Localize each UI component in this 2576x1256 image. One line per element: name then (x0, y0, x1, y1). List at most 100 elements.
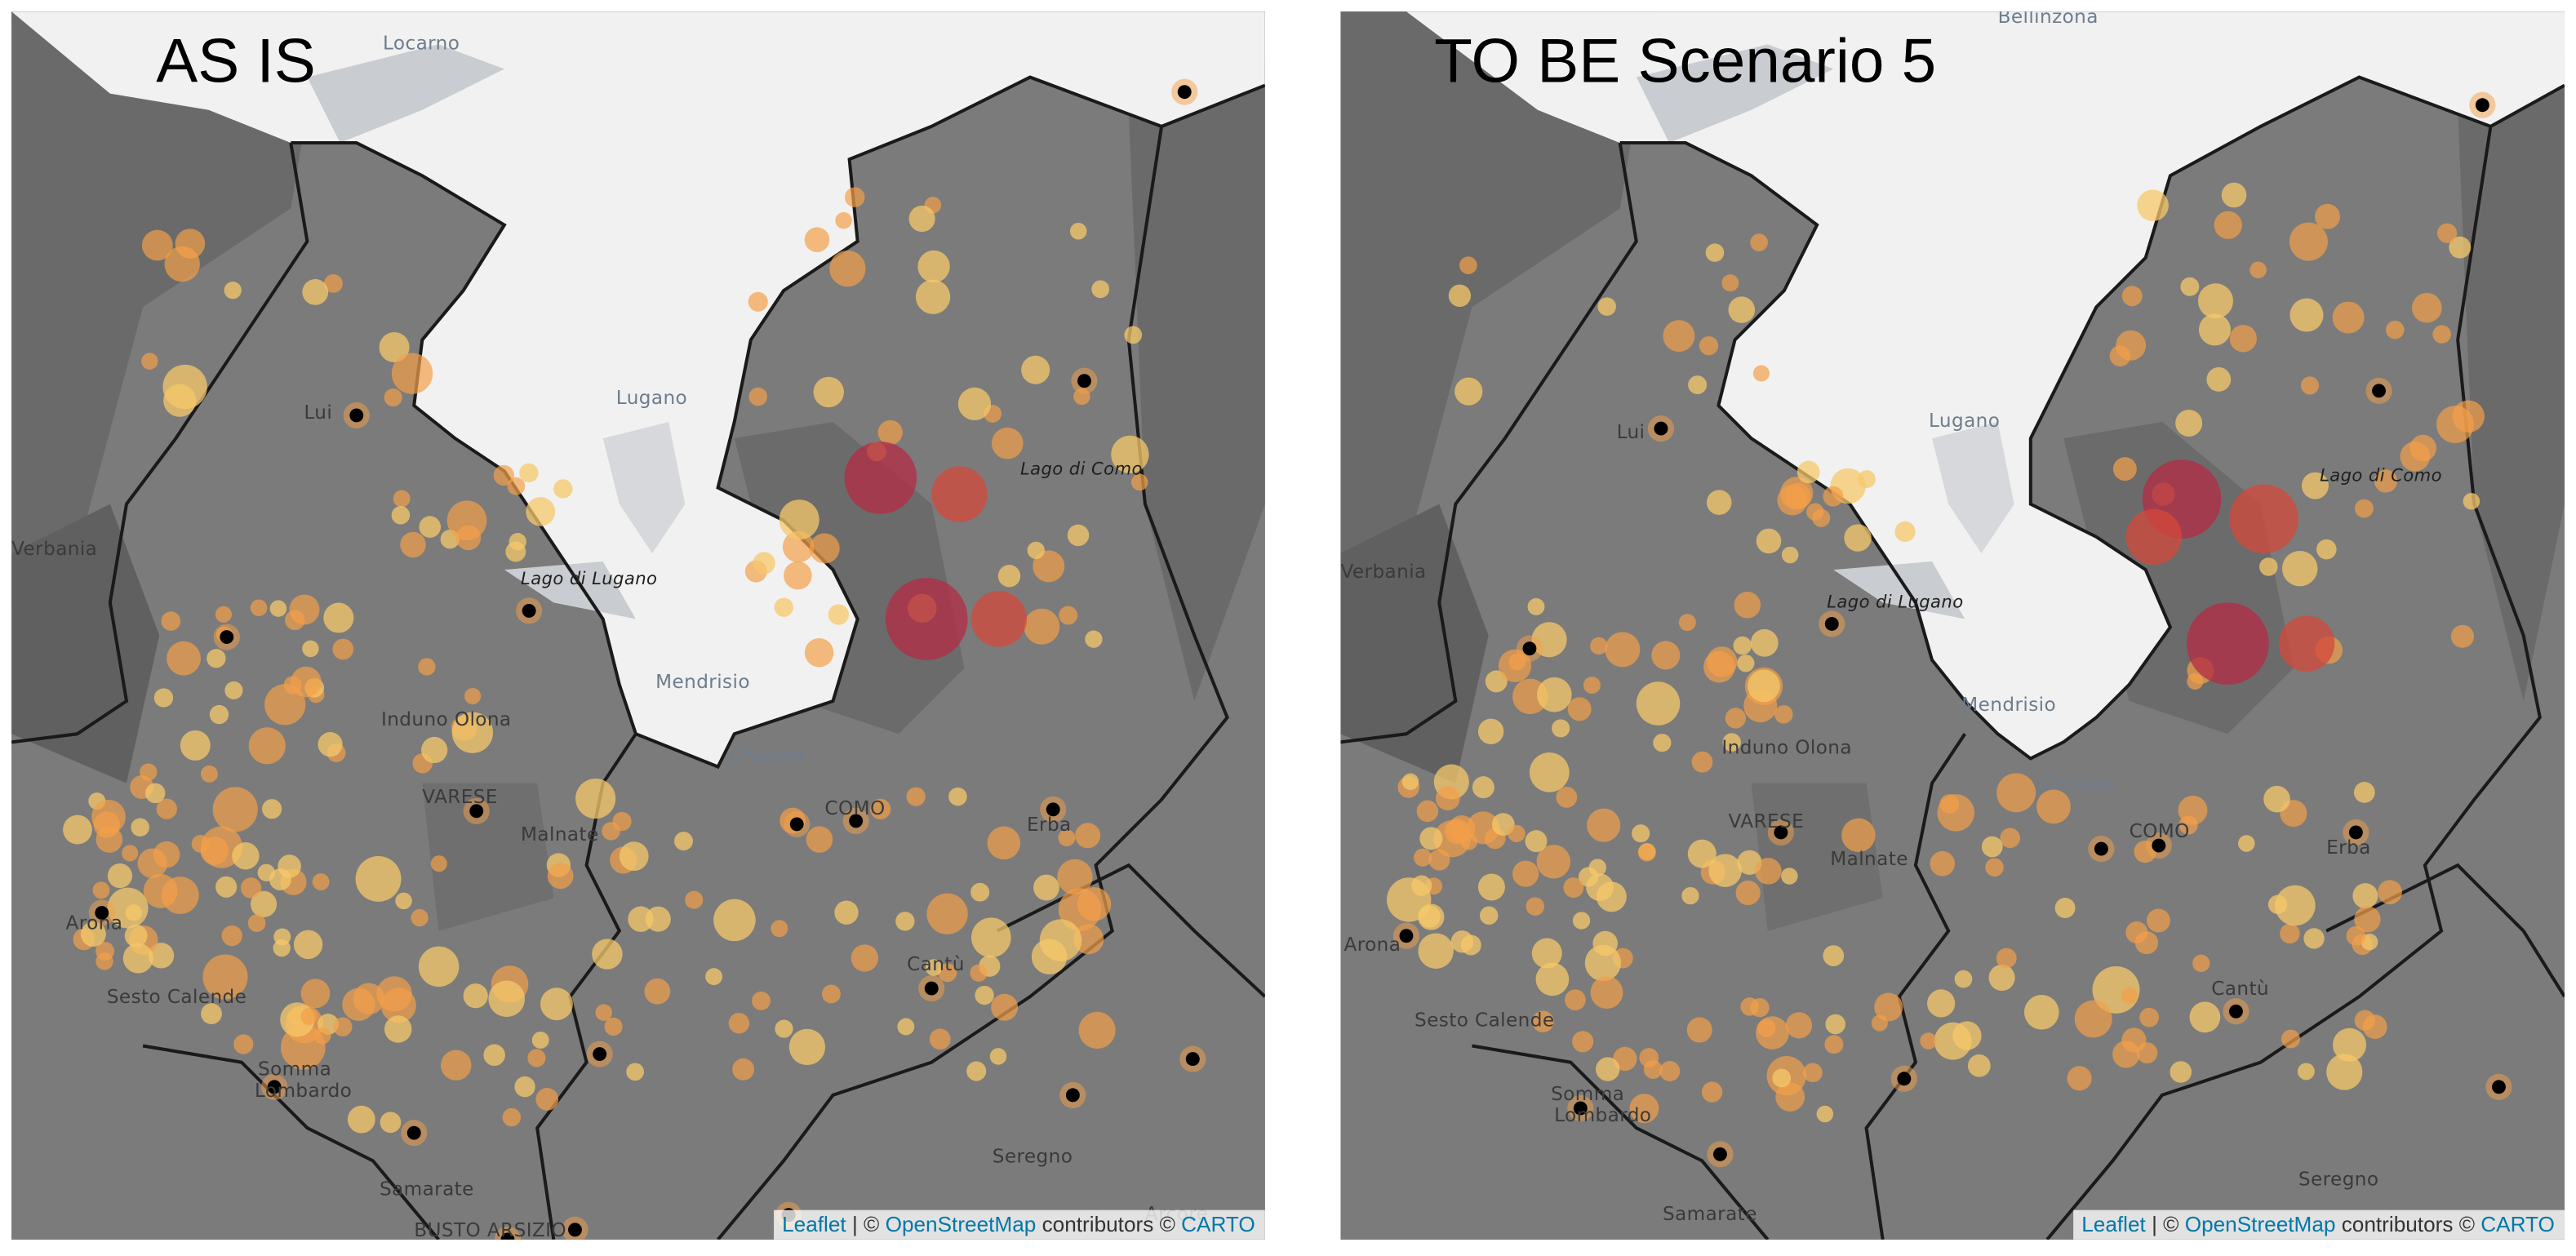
delivery-point-marker[interactable] (1629, 1094, 1659, 1124)
depot-marker[interactable] (1065, 1088, 1080, 1103)
delivery-point-marker[interactable] (1734, 592, 1761, 619)
delivery-point-marker[interactable] (1460, 934, 1481, 956)
delivery-point-marker[interactable] (144, 783, 166, 804)
delivery-point-marker[interactable] (906, 787, 926, 806)
depot-marker[interactable] (500, 1232, 515, 1240)
delivery-point-marker[interactable] (915, 279, 951, 314)
delivery-point-marker[interactable] (1699, 336, 1719, 356)
delivery-point-marker[interactable] (2137, 189, 2169, 221)
delivery-point-marker[interactable] (2303, 928, 2325, 949)
delivery-point-marker[interactable] (207, 649, 226, 668)
delivery-point-marker[interactable] (156, 798, 177, 819)
delivery-point-marker[interactable] (1033, 550, 1065, 583)
delivery-point-marker[interactable] (987, 826, 1021, 860)
delivery-point-marker[interactable] (2229, 325, 2257, 353)
delivery-point-marker[interactable] (464, 687, 482, 705)
delivery-point-marker[interactable] (1937, 794, 1974, 832)
delivery-point-marker[interactable] (2206, 367, 2232, 392)
depot-marker[interactable] (2348, 825, 2363, 840)
depot-marker[interactable] (2094, 841, 2108, 856)
delivery-point-marker[interactable] (1952, 1021, 1982, 1050)
delivery-point-marker[interactable] (1590, 637, 1608, 655)
delivery-point-marker[interactable] (752, 991, 771, 1010)
delivery-point-marker[interactable] (592, 939, 623, 970)
leaflet-link[interactable]: Leaflet (2081, 1211, 2146, 1236)
delivery-point-marker[interactable] (908, 205, 935, 233)
delivery-point-marker[interactable] (1027, 541, 1045, 560)
hub-marker-2[interactable] (2187, 602, 2269, 685)
delivery-point-marker[interactable] (333, 1017, 353, 1036)
delivery-point-marker[interactable] (1636, 681, 1681, 726)
delivery-point-marker[interactable] (175, 229, 206, 259)
delivery-point-marker[interactable] (313, 1027, 331, 1045)
delivery-point-marker[interactable] (1535, 962, 1570, 996)
delivery-point-marker[interactable] (2074, 1000, 2112, 1038)
delivery-point-marker[interactable] (1605, 632, 1641, 668)
delivery-point-marker[interactable] (1459, 256, 1477, 274)
delivery-point-marker[interactable] (1632, 824, 1650, 843)
delivery-point-marker[interactable] (240, 877, 262, 899)
delivery-point-marker[interactable] (1111, 435, 1149, 474)
delivery-point-marker[interactable] (2192, 954, 2210, 972)
delivery-point-marker[interactable] (141, 353, 158, 370)
delivery-point-marker[interactable] (1563, 877, 1584, 899)
delivery-point-marker[interactable] (970, 964, 988, 982)
delivery-point-marker[interactable] (233, 1034, 254, 1054)
delivery-point-marker[interactable] (1073, 924, 1104, 955)
delivery-point-marker[interactable] (2197, 283, 2233, 319)
delivery-point-marker[interactable] (1728, 296, 1756, 323)
delivery-point-marker[interactable] (925, 959, 943, 976)
depot-marker[interactable] (1177, 85, 1192, 100)
delivery-point-marker[interactable] (897, 1018, 915, 1036)
delivery-point-marker[interactable] (269, 600, 287, 617)
map-panel-to-be[interactable]: TO BE Scenario 5 Bellinzona Lui Verbania… (1340, 11, 2565, 1240)
delivery-point-marker[interactable] (273, 928, 291, 946)
delivery-point-marker[interactable] (1756, 528, 1782, 554)
delivery-point-marker[interactable] (612, 811, 632, 832)
delivery-point-marker[interactable] (384, 388, 402, 407)
delivery-point-marker[interactable] (2409, 434, 2436, 462)
hub-marker-4[interactable] (2229, 484, 2298, 553)
delivery-point-marker[interactable] (2289, 222, 2328, 261)
delivery-point-marker[interactable] (1777, 485, 1808, 516)
delivery-point-marker[interactable] (505, 541, 526, 562)
delivery-point-marker[interactable] (2170, 1061, 2192, 1083)
delivery-point-marker[interactable] (1448, 284, 1472, 308)
delivery-point-marker[interactable] (1703, 650, 1735, 683)
depot-marker[interactable] (568, 1223, 582, 1237)
map-panel-as-is[interactable]: AS IS Locarno Lui Verbania Lugano Lago d… (11, 11, 1265, 1240)
delivery-point-marker[interactable] (1526, 897, 1545, 916)
delivery-point-marker[interactable] (1981, 836, 2003, 858)
delivery-point-marker[interactable] (829, 251, 866, 287)
delivery-point-marker[interactable] (1583, 677, 1601, 694)
delivery-point-marker[interactable] (1806, 503, 1824, 521)
delivery-point-marker[interactable] (1485, 670, 1508, 693)
delivery-point-marker[interactable] (2353, 782, 2375, 803)
delivery-point-marker[interactable] (1781, 868, 1798, 885)
delivery-point-marker[interactable] (2290, 298, 2324, 332)
delivery-point-marker[interactable] (1651, 641, 1681, 670)
delivery-point-marker[interactable] (844, 187, 865, 207)
delivery-point-marker[interactable] (1774, 705, 1793, 724)
depot-marker[interactable] (1654, 421, 1668, 436)
depot-marker[interactable] (1897, 1072, 1912, 1086)
delivery-point-marker[interactable] (575, 778, 616, 819)
delivery-point-marker[interactable] (2326, 1054, 2363, 1090)
delivery-point-marker[interactable] (1567, 697, 1592, 721)
delivery-point-marker[interactable] (1460, 832, 1478, 850)
delivery-point-marker[interactable] (782, 530, 815, 563)
delivery-point-marker[interactable] (1536, 677, 1572, 712)
delivery-point-marker[interactable] (2281, 1029, 2300, 1049)
delivery-point-marker[interactable] (2352, 883, 2378, 909)
delivery-point-marker[interactable] (1639, 1048, 1659, 1067)
delivery-point-marker[interactable] (441, 1050, 472, 1081)
delivery-point-marker[interactable] (2121, 286, 2143, 307)
delivery-point-marker[interactable] (1735, 880, 1761, 906)
delivery-point-marker[interactable] (1824, 1035, 1844, 1054)
hub-marker-5[interactable] (2278, 615, 2335, 672)
delivery-point-marker[interactable] (247, 914, 266, 932)
delivery-point-marker[interactable] (938, 963, 957, 983)
delivery-point-marker[interactable] (418, 946, 460, 987)
delivery-point-marker[interactable] (502, 1107, 522, 1127)
hub-marker-3[interactable] (2125, 508, 2182, 566)
